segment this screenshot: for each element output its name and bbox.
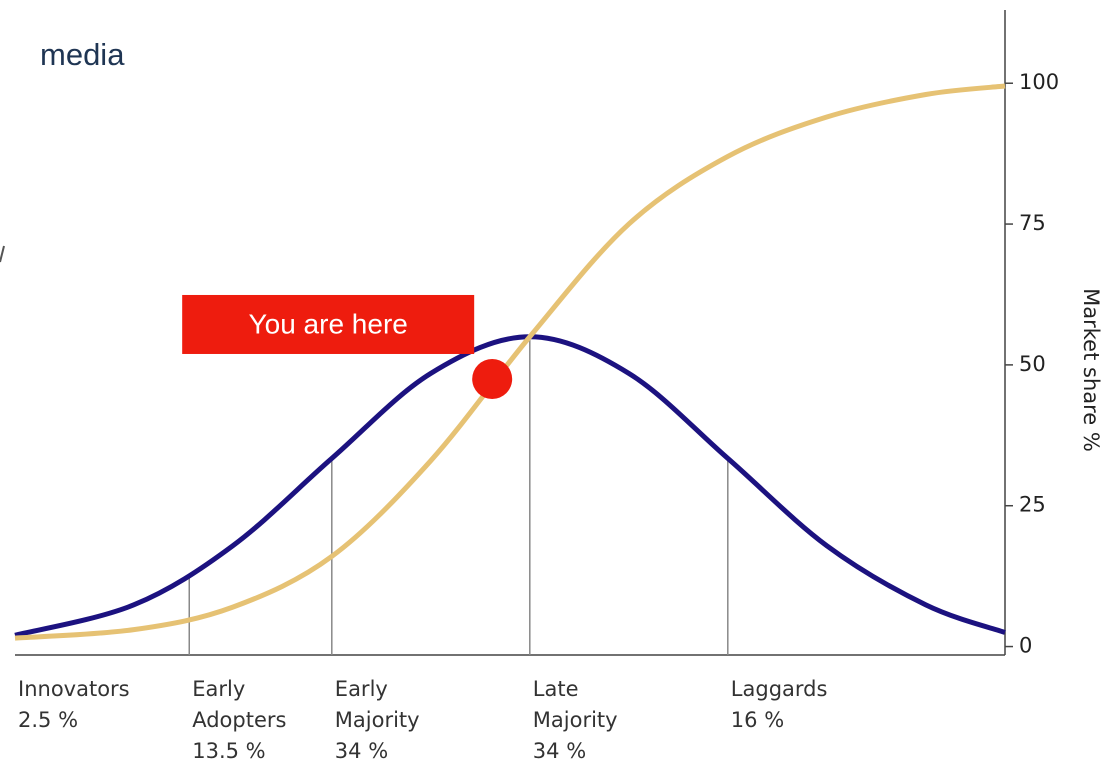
- y-tick-label: 75: [1019, 211, 1046, 235]
- category-line: Adopters: [192, 708, 286, 732]
- category-line: Early: [192, 677, 245, 701]
- series-line: [14, 83, 1006, 641]
- category-share: 13.5 %: [192, 739, 265, 763]
- category-label: Early Adopters: [192, 677, 286, 732]
- category-share: 34 %: [533, 739, 586, 763]
- category-share: 16 %: [731, 708, 784, 732]
- y-tick-label: 100: [1019, 70, 1059, 94]
- y-axis-label: Market share %: [1079, 288, 1103, 452]
- category-line: Innovators: [18, 677, 130, 701]
- category-label: Late Majority: [533, 677, 618, 732]
- category-line: Early: [335, 677, 388, 701]
- category-label: Laggards: [731, 677, 828, 701]
- annotation-text: You are here: [249, 308, 408, 339]
- stray-mark: [0, 245, 5, 263]
- annotation-marker: [472, 358, 513, 399]
- category-share: 34 %: [335, 739, 388, 763]
- annotation-box: [182, 294, 475, 354]
- category-line: Late: [533, 677, 579, 701]
- category-line: Majority: [335, 708, 420, 732]
- category-line: Laggards: [731, 677, 828, 701]
- category-label: Early Majority: [335, 677, 420, 732]
- y-tick-label: 50: [1019, 352, 1046, 376]
- y-tick-label: 0: [1019, 634, 1032, 658]
- heading-fragment: media: [40, 37, 125, 72]
- category-share: 2.5 %: [18, 708, 78, 732]
- category-line: Majority: [533, 708, 618, 732]
- y-tick-label: 25: [1019, 493, 1046, 517]
- category-label: Innovators: [18, 677, 130, 701]
